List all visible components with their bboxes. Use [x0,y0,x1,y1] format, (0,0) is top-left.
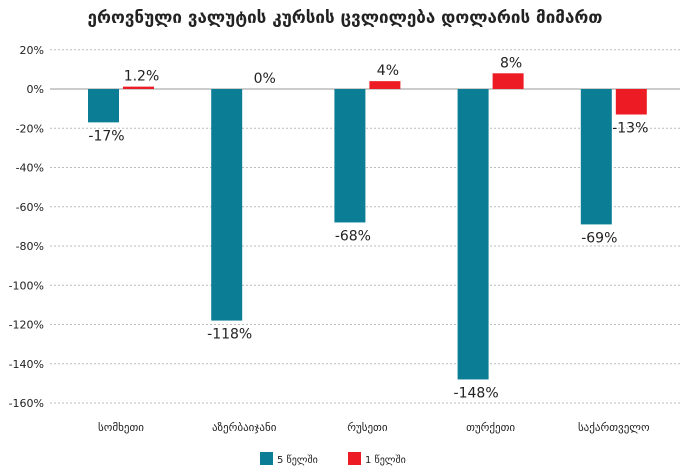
bar-5yr [334,89,366,223]
y-tick-label: -140% [9,358,44,371]
y-tick-label: -120% [9,319,44,332]
legend-label: 1 წელში [365,454,406,466]
bar-1yr [492,73,524,89]
y-tick-label: -60% [16,201,44,214]
legend-swatch [348,452,361,465]
bar-5yr [88,89,119,123]
x-tick-label: სომხეთი [98,421,144,434]
data-label: -69% [581,230,617,246]
x-tick-label: რუსეთი [347,421,388,434]
chart-title: ეროვნული ვალუტის კურსის ცვლილება დოლარის… [88,8,603,28]
data-label: 8% [500,55,522,71]
data-label: 4% [377,63,399,79]
bar-5yr [457,89,489,380]
data-label: -118% [207,327,252,343]
bar-5yr [211,89,243,321]
y-tick-label: -40% [16,162,44,175]
x-tick-label: აზერბაიჯანი [212,421,277,434]
bar-1yr [369,81,401,89]
legend-swatch [260,452,273,465]
bar-5yr [580,89,612,225]
data-label: 1.2% [124,69,160,85]
x-tick-label: თურქეთი [466,421,515,434]
data-label: -148% [454,385,499,401]
y-tick-label: 0% [27,83,44,96]
data-label: 0% [254,71,276,87]
bar-1yr [123,86,154,89]
x-tick-label: საქართველო [578,421,650,434]
y-tick-label: 20% [20,44,44,57]
data-label: -13% [612,121,648,137]
y-tick-label: -80% [16,240,44,253]
y-tick-label: -20% [16,122,44,135]
y-tick-label: -100% [9,279,44,292]
data-label: -17% [88,128,124,144]
data-label: -68% [335,228,371,244]
legend-label: 5 წელში [277,454,318,466]
bar-1yr [615,89,647,115]
y-tick-label: -160% [9,397,44,410]
